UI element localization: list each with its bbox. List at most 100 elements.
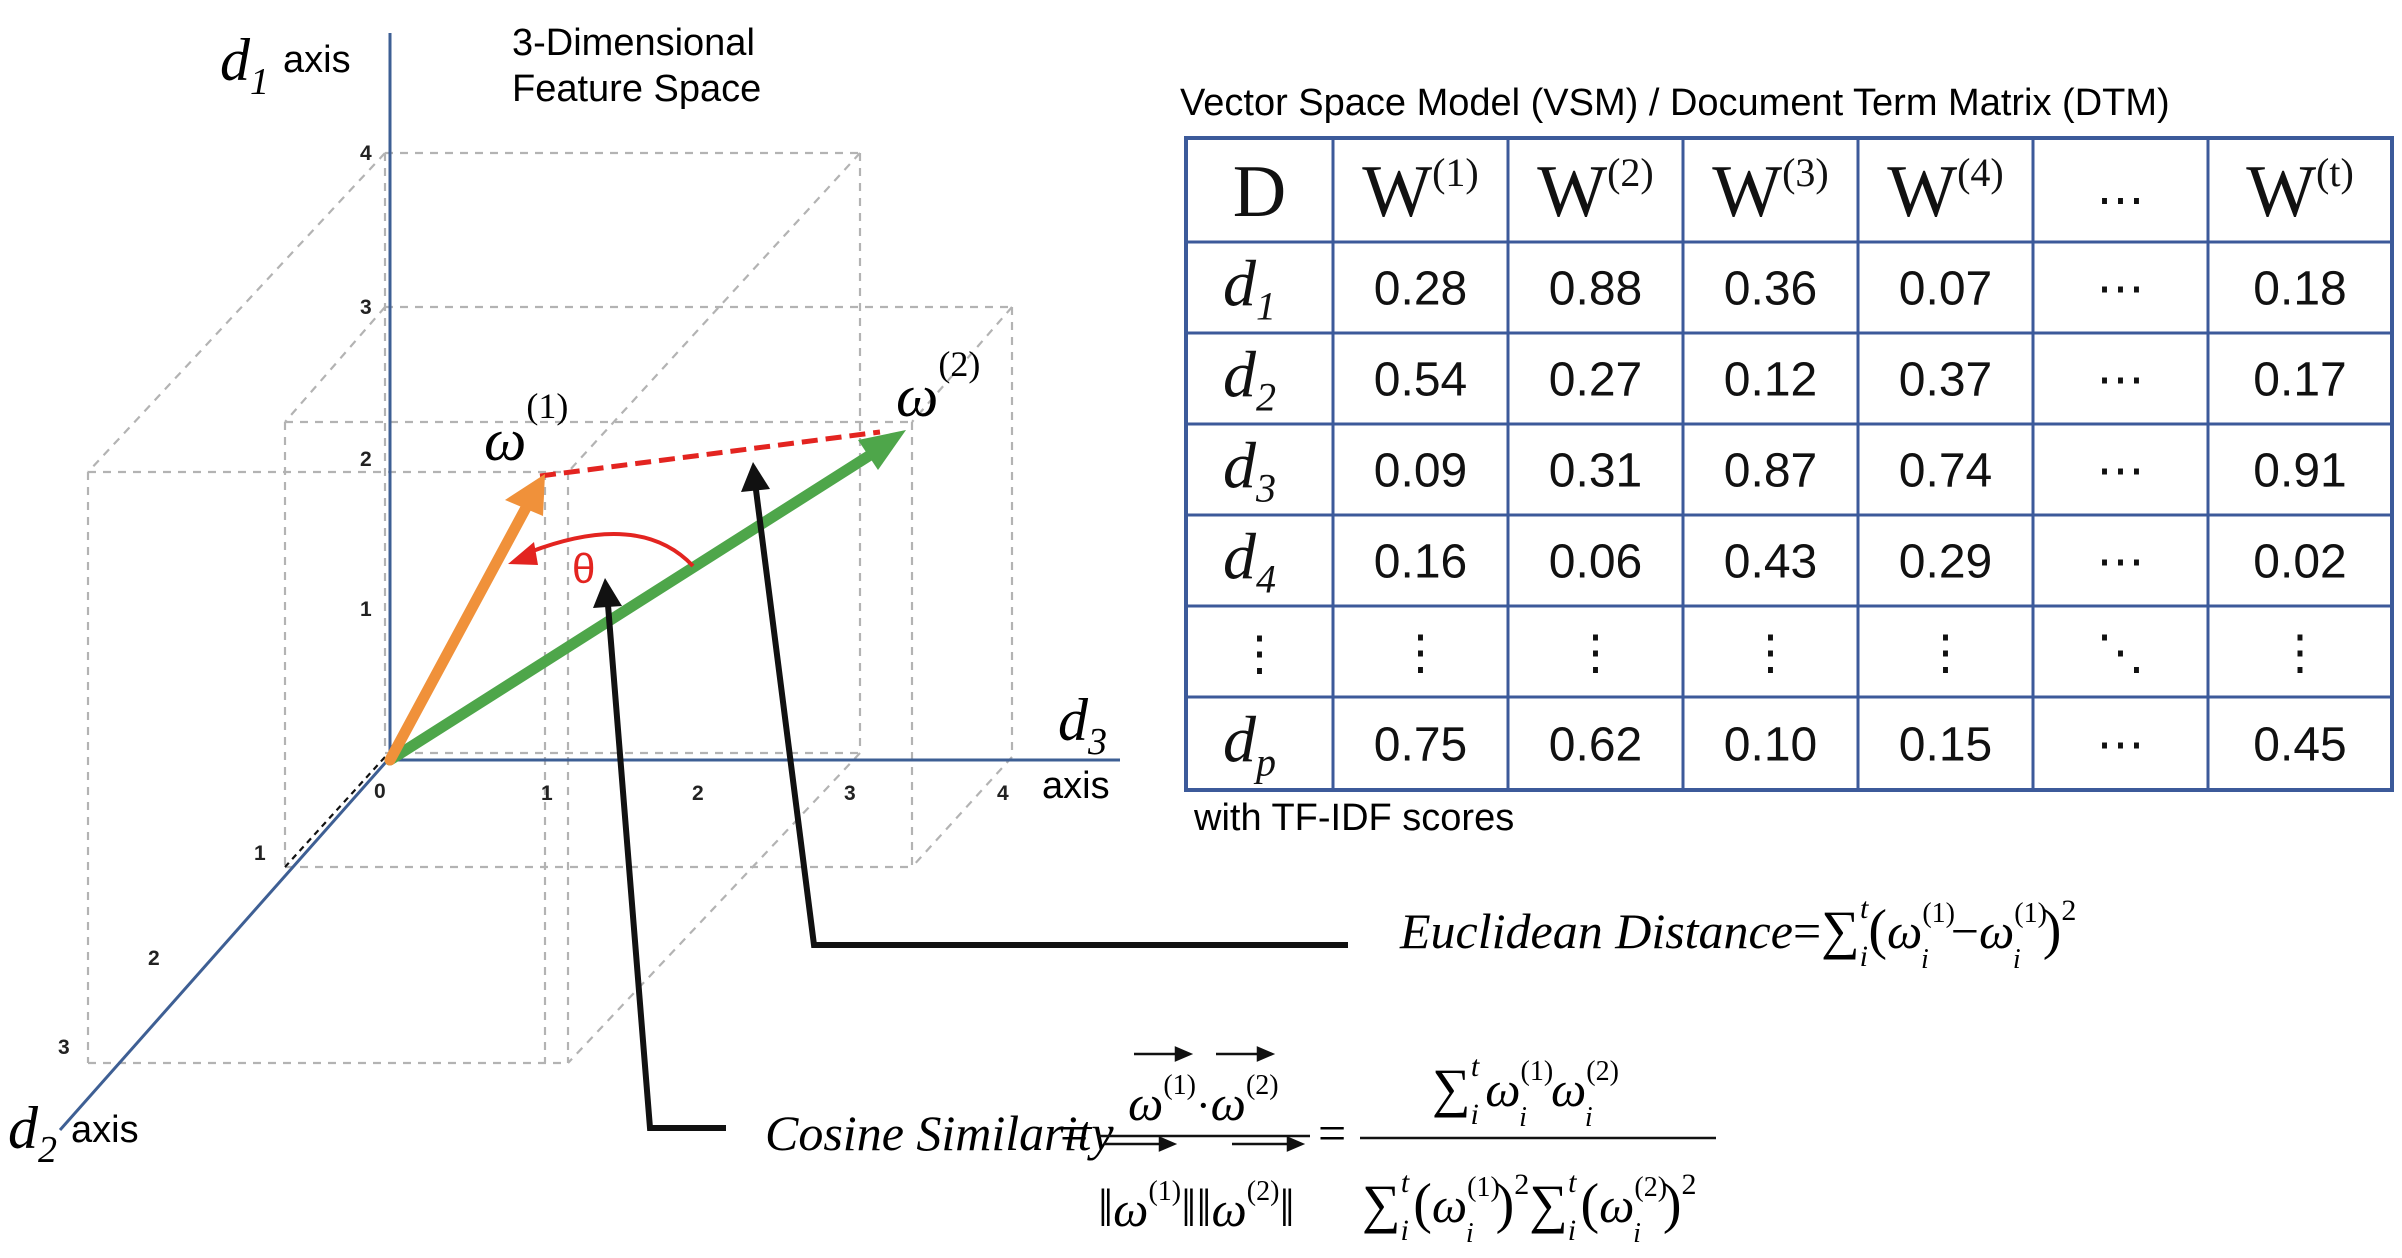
table-cell: ⋱ [2097,627,2145,680]
w1-vector-shaft [384,498,534,766]
svg-text:∑itω(1)iω(2)i: ∑it ω(1) iω(2) i [1432,1050,1619,1133]
table-cell: 0.02 [2253,536,2346,589]
table-cell: 0.31 [1549,445,1642,498]
table-cell: 0.12 [1724,354,1817,407]
table-cell: 0.07 [1899,263,1992,316]
d2-axis-title: d2 axis [8,1095,139,1171]
table-cell: 0.37 [1899,354,1992,407]
tick-d1-2: 2 [360,448,372,471]
table-row-label-6: dp [1223,704,1276,785]
angle-arrowhead [508,542,538,565]
cosine-leader [605,604,726,1131]
table-caption: Vector Space Model (VSM) / Document Term… [1180,82,2170,124]
table-header-2: W(2) [1537,150,1654,233]
w2-label: ω(2) [896,344,980,429]
table-cell: 0.75 [1374,719,1467,772]
table-cell: 0.36 [1724,263,1817,316]
table-header-1: W(1) [1362,150,1479,233]
space-title-line1: 3-Dimensional [512,22,755,64]
table-cell: ⋮ [1747,627,1795,680]
table-row-label-1: d1 [1223,248,1276,329]
tick-d3-1: 1 [541,782,553,805]
table-footnote: with TF-IDF scores [1193,797,1514,839]
tick-d1-4: 4 [360,142,372,165]
table-cell: ⋮ [2276,627,2324,680]
table-cell: ⋯ [2097,536,2145,589]
vectors: θ [384,429,906,766]
table-cell: 0.18 [2253,263,2346,316]
axes [58,33,1120,1131]
table-cell: 0.91 [2253,445,2346,498]
table-cell: 0.15 [1899,719,1992,772]
table-cell: 0.45 [2253,719,2346,772]
tick-d1-3: 3 [360,296,372,319]
w1-arrowhead [505,474,545,516]
tick-d2-1: 1 [254,842,266,865]
table-cell: ⋮ [1572,627,1620,680]
table-row-label-3: d3 [1223,430,1276,511]
table-cell: ⋯ [2097,719,2145,772]
table-corner-label: D [1233,151,1286,233]
tick-d3-3: 3 [844,782,856,805]
cosine-fraction-1: ω(1)·ω(2) ‖ω(1)‖‖ω(2)‖ [1098,1046,1310,1238]
difference-line [539,429,881,479]
cosine-leader-arrowhead [593,578,622,608]
angle-theta: θ [572,545,595,592]
table-cell: 0.74 [1899,445,1992,498]
table-row-label-2: d2 [1223,339,1276,420]
table-cell: 0.10 [1724,719,1817,772]
space-title-line2: Feature Space [512,68,761,110]
table-cell: 0.29 [1899,536,1992,589]
feature-cube [86,151,1014,1065]
euclidean-label: Euclidean Distance [1399,903,1793,959]
table-cell: 0.54 [1374,354,1467,407]
w2-vector-shaft [384,446,881,766]
table-cell: 0.62 [1549,719,1642,772]
table-row-label-4: d4 [1223,521,1276,602]
euclidean-formula: Euclidean Distance=∑it(ω(1) i−ω(1) i)2 [1399,892,2076,975]
w1-label: ω(1) [484,386,568,473]
svg-text:‖ω(1)‖‖ω(2)‖: ‖ω(1)‖‖ω(2)‖ [1098,1176,1295,1238]
table-cell: 0.09 [1374,445,1467,498]
table-cell: 0.06 [1549,536,1642,589]
d3-axis-word: axis [1042,765,1110,807]
table-header-4: W(4) [1887,150,2004,233]
table-cell: ⋯ [2097,354,2145,407]
table-header-3: W(3) [1712,150,1829,233]
d3-axis-title: d3 [1058,687,1107,763]
table-cell: ⋯ [2097,445,2145,498]
vsm-table: D W(1) W(2) W(3) W(4) ⋯ W(t) d1 0.28 0.88 0.36 0.07… [1184,136,2394,792]
svg-text:ω(1)·ω(2): ω(1)·ω(2) [1128,1070,1279,1131]
cosine-equals-1: = [1060,1105,1088,1161]
table-cell: 0.88 [1549,263,1642,316]
axis-ticks: 0 1 2 3 4 1 2 3 4 1 2 3 [58,142,1009,1059]
euclidean-leader [753,489,1348,948]
d2-axis-line [58,761,388,1131]
cosine-equals-2: = [1318,1105,1346,1161]
table-cell: ⋮ [1397,627,1445,680]
table-cell: 0.27 [1549,354,1642,407]
table-header-6: W(t) [2246,150,2354,233]
tick-origin: 0 [374,780,386,803]
table-cell: ⋯ [2097,263,2145,316]
d1-axis-title: d1axis [220,27,351,103]
svg-text:∑it(ω(1)i)2∑it(ω(2)i)2: ∑it(ω(1) i)2∑it(ω(2) i)2 [1362,1166,1697,1249]
table-header-5: ⋯ [2097,174,2145,227]
cosine-fraction-2: ∑it ω(1) iω(2) i ∑it(ω(1) i)2∑it(ω(2) i)2 [1360,1050,1716,1249]
table-cell: 0.43 [1724,536,1817,589]
tick-d2-2: 2 [148,947,160,970]
cosine-label: Cosine Similarity [765,1105,1114,1161]
table-cell: 0.28 [1374,263,1467,316]
tick-d1-1: 1 [360,598,372,621]
w2-arrowhead [858,430,906,470]
tick-d3-2: 2 [692,782,704,805]
table-cell: 0.87 [1724,445,1817,498]
euclidean-leader-arrowhead [741,462,770,492]
table-cell: 0.16 [1374,536,1467,589]
tick-d2-3: 3 [58,1036,70,1059]
table-border [1184,136,2394,792]
table-cell: 0.17 [2253,354,2346,407]
angle-arc [529,532,695,568]
table-cell: ⋮ [1922,627,1970,680]
